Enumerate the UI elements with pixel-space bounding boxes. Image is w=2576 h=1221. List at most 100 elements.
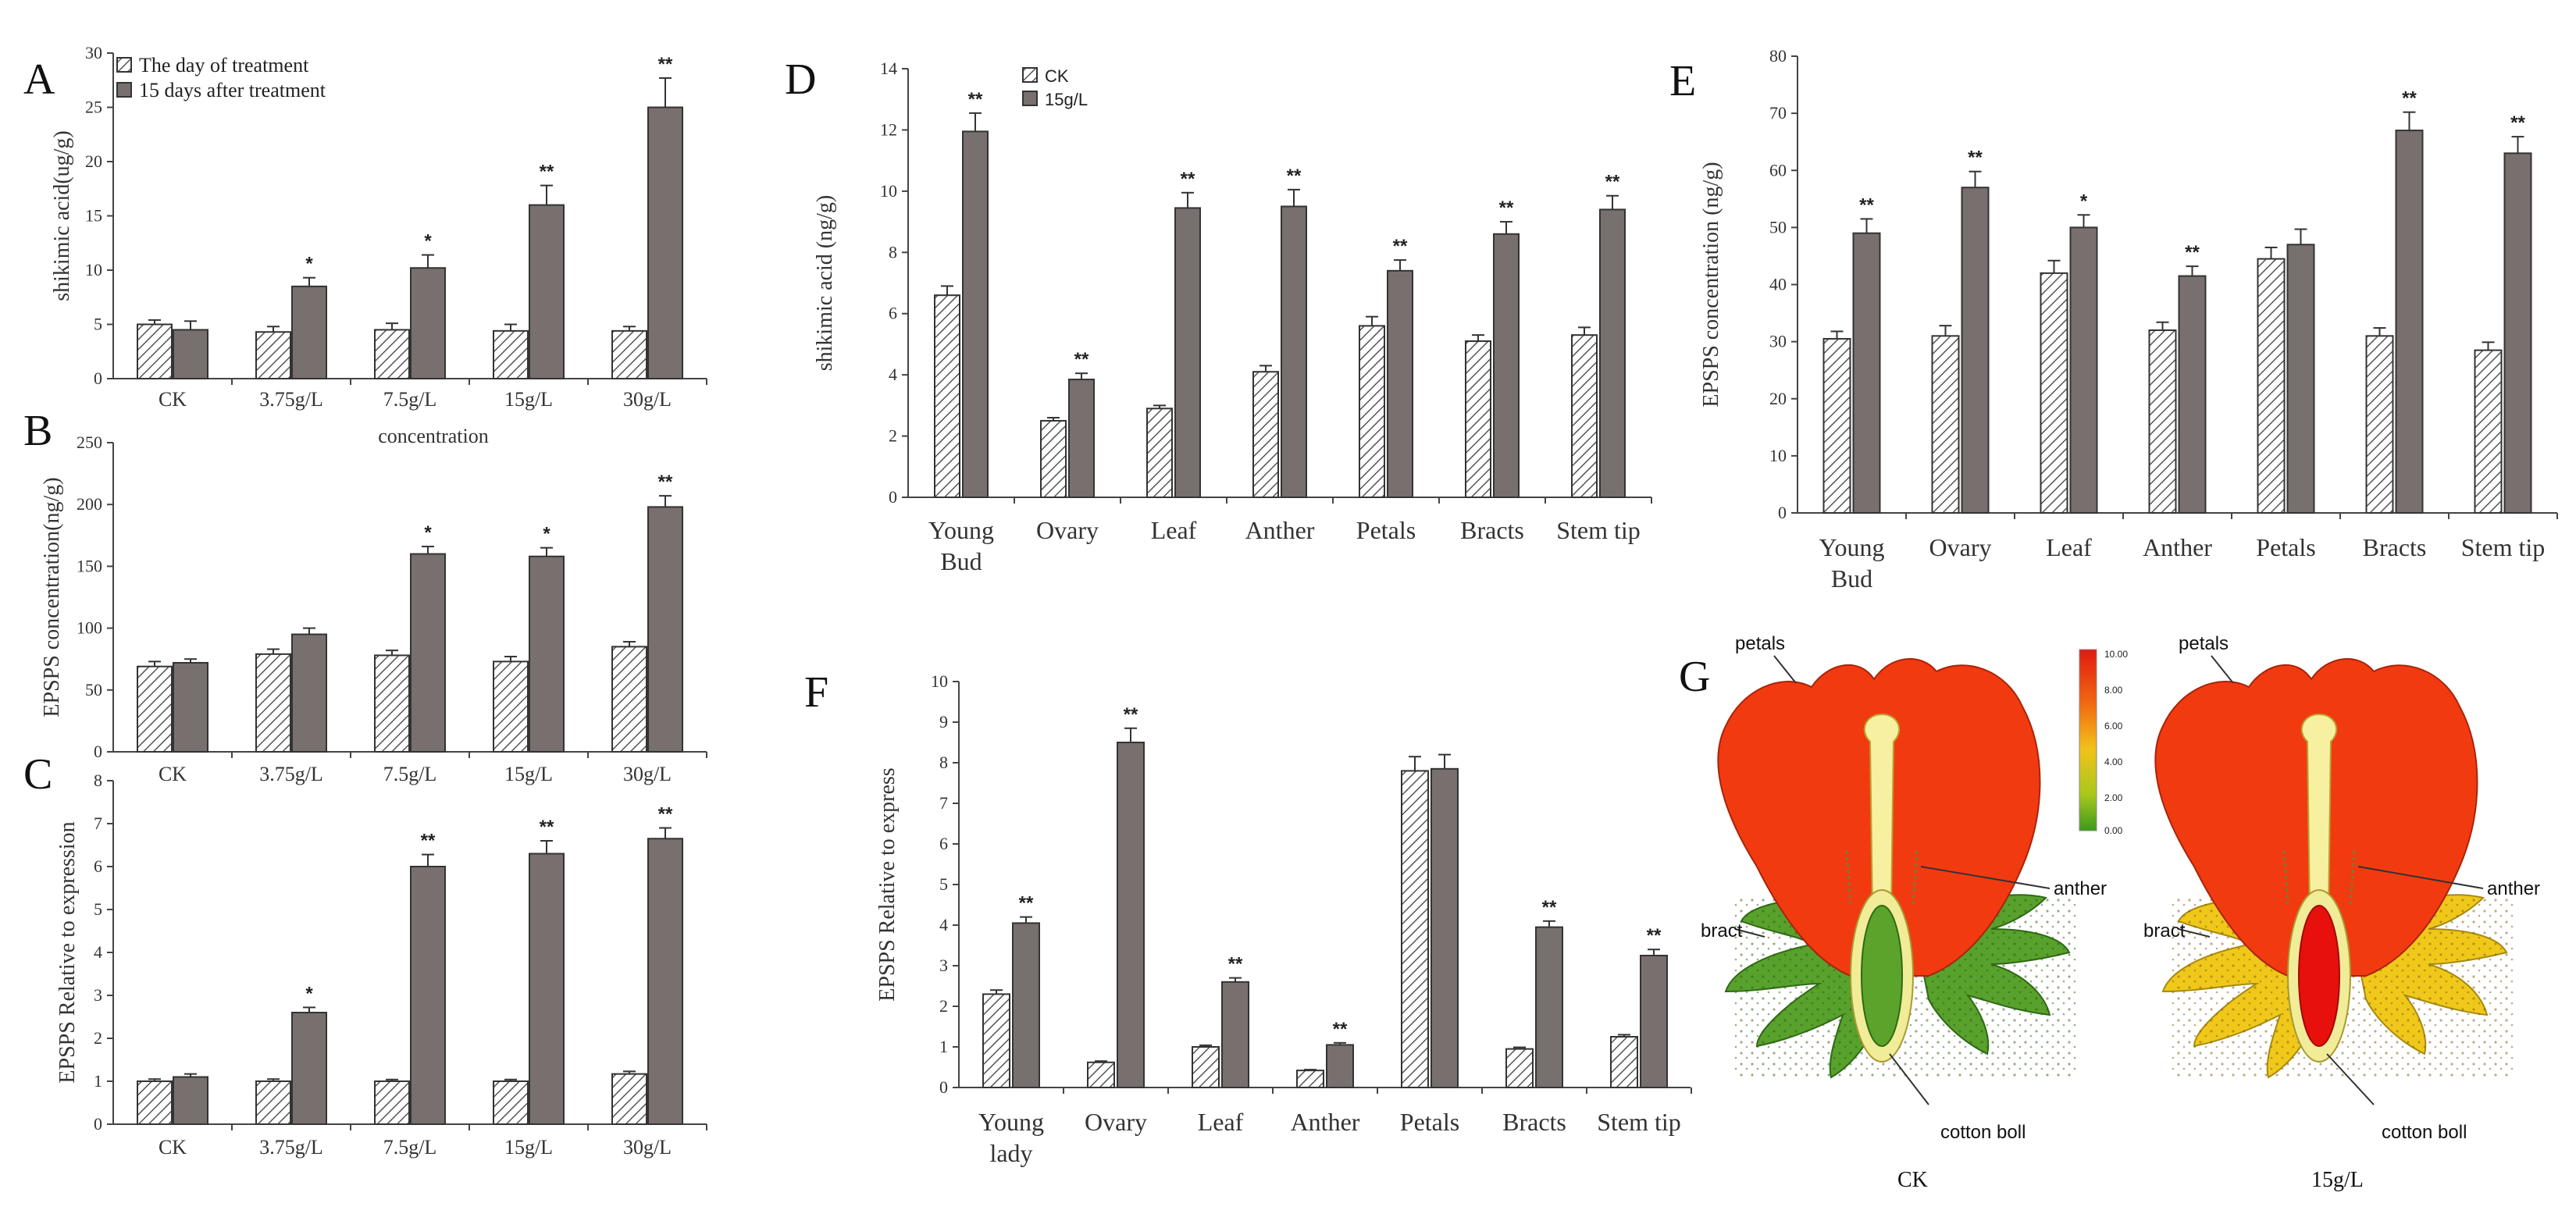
bar-ctrl xyxy=(255,1080,291,1125)
leader-petals-ck xyxy=(1773,655,1797,684)
y-tick-label: 15 xyxy=(85,206,102,226)
label-bract-ck: bract xyxy=(1701,920,1743,942)
anther-ck xyxy=(1845,850,1919,906)
legend-swatch xyxy=(1022,67,1038,83)
y-tick-label: 150 xyxy=(77,556,102,575)
category-label: Petals xyxy=(2256,533,2315,561)
y-tick-label: 2 xyxy=(889,426,897,446)
bar-ctrl xyxy=(493,329,529,379)
legend-label: CK xyxy=(1045,66,1069,86)
significance-mark: * xyxy=(543,524,550,545)
bar-treat xyxy=(1012,922,1040,1089)
significance-mark: ** xyxy=(1181,169,1195,190)
bar-treat xyxy=(2178,275,2207,514)
y-tick-label: 2 xyxy=(939,996,948,1016)
category-label: Petals xyxy=(1400,1108,1459,1136)
bar-ctrl xyxy=(374,329,410,380)
y-axis-label: EPSPS concentration(ng/g) xyxy=(40,477,64,717)
y-axis-label: shikimic acid(ug/g) xyxy=(50,130,74,301)
category-label: Young xyxy=(928,516,994,544)
significance-mark: ** xyxy=(1228,954,1243,975)
bar-treat xyxy=(2395,130,2424,514)
significance-mark: * xyxy=(305,983,313,1004)
bar-treat xyxy=(1599,208,1626,498)
panel-label: E xyxy=(1669,57,1696,105)
bar-ctrl xyxy=(1146,408,1173,498)
legend-swatch xyxy=(116,57,132,73)
bar-treat xyxy=(1387,269,1413,498)
category-label: CK xyxy=(159,1136,187,1159)
bar-treat xyxy=(1961,187,1990,514)
panel-label-g: G xyxy=(1679,653,1710,701)
scale-tick: 8.00 xyxy=(2104,685,2123,696)
bar-ctrl xyxy=(611,646,647,753)
bar-treat xyxy=(962,130,989,498)
chart-panel-c: C 0 1 2 3 4 5 6 7 8 EPSPS Relative to expression CK… xyxy=(23,750,707,1159)
category-label: Bracts xyxy=(1502,1108,1566,1136)
significance-mark: ** xyxy=(1605,172,1620,193)
category-label: 3.75g/L xyxy=(259,763,323,785)
scale-tick: 10.00 xyxy=(2104,649,2128,660)
bar-treat xyxy=(291,1012,327,1125)
bar-treat xyxy=(647,106,683,379)
panel-label: A xyxy=(23,55,55,104)
bar-ctrl xyxy=(611,1073,647,1126)
bar-treat xyxy=(291,285,327,380)
category-label: Bracts xyxy=(1460,516,1524,544)
y-tick-label: 10 xyxy=(1769,446,1787,465)
y-tick-label: 0 xyxy=(939,1077,948,1097)
category-label: 30g/L xyxy=(623,388,672,411)
chart-panel-e: E 0 10 20 30 40 50 60 70 80 EPSPS concentration (n… xyxy=(1669,46,2558,593)
bar-treat xyxy=(2069,226,2098,514)
significance-mark: ** xyxy=(1393,236,1408,257)
y-tick-label: 3 xyxy=(94,985,102,1005)
legend-swatch xyxy=(116,82,132,98)
label-anther-ck: anther xyxy=(2054,878,2107,899)
anther-15gl xyxy=(2282,850,2356,906)
y-tick-label: 25 xyxy=(85,98,102,117)
label-anther-15gl: anther xyxy=(2487,878,2540,899)
bar-treat xyxy=(1431,767,1459,1088)
y-axis-label: EPSPS concentration (ng/g) xyxy=(1699,162,1723,407)
category-label: Ovary xyxy=(1929,533,1992,561)
bar-treat xyxy=(1326,1044,1354,1089)
significance-mark: ** xyxy=(2402,88,2417,109)
bar-ctrl xyxy=(137,1080,173,1125)
category-label: Leaf xyxy=(2046,533,2092,561)
significance-mark: ** xyxy=(1968,148,1983,169)
bar-treat xyxy=(1281,205,1307,498)
bar-ctrl xyxy=(1252,371,1279,498)
category-label: 15g/L xyxy=(504,763,553,785)
bar-treat xyxy=(647,838,683,1125)
leader-boll-15gl xyxy=(2326,1053,2375,1105)
bar-treat xyxy=(173,329,208,380)
y-tick-label: 20 xyxy=(1769,389,1787,408)
significance-mark: * xyxy=(2080,190,2088,212)
significance-mark: ** xyxy=(2185,242,2200,263)
category-label: Young xyxy=(978,1108,1044,1136)
bar-treat xyxy=(647,506,683,753)
legend-label: 15 days after treatment xyxy=(139,79,326,101)
chart-panel-b: B 0 50 100 150 200 250 EPSPS concentration(ng/g… xyxy=(23,407,707,785)
y-tick-label: 6 xyxy=(889,304,897,323)
chart-panel-a: A 0 5 10 15 20 25 30 shikimic acid(ug/g) CK * 3.75g… xyxy=(23,43,707,447)
category-label: lady xyxy=(989,1139,1032,1167)
category-label: 15g/L xyxy=(504,1136,553,1159)
y-tick-label: 30 xyxy=(1769,332,1787,351)
color-scale-bar xyxy=(2079,649,2097,831)
significance-mark: * xyxy=(305,254,313,275)
panel-g: G petals anther bract cotton boll CK 10.… xyxy=(1679,633,2540,1192)
bar-ctrl xyxy=(374,1080,410,1125)
y-tick-label: 5 xyxy=(939,874,948,894)
y-tick-label: 50 xyxy=(1769,217,1787,237)
y-tick-label: 14 xyxy=(880,59,897,78)
bar-treat xyxy=(529,555,565,753)
panel-label: B xyxy=(23,407,52,455)
y-tick-label: 0 xyxy=(94,1114,102,1134)
y-tick-label: 10 xyxy=(880,181,897,201)
bar-treat xyxy=(2286,244,2315,514)
leader-bract-ck xyxy=(1734,928,1765,938)
bar-treat xyxy=(2503,152,2532,514)
category-label: Petals xyxy=(1356,516,1416,544)
